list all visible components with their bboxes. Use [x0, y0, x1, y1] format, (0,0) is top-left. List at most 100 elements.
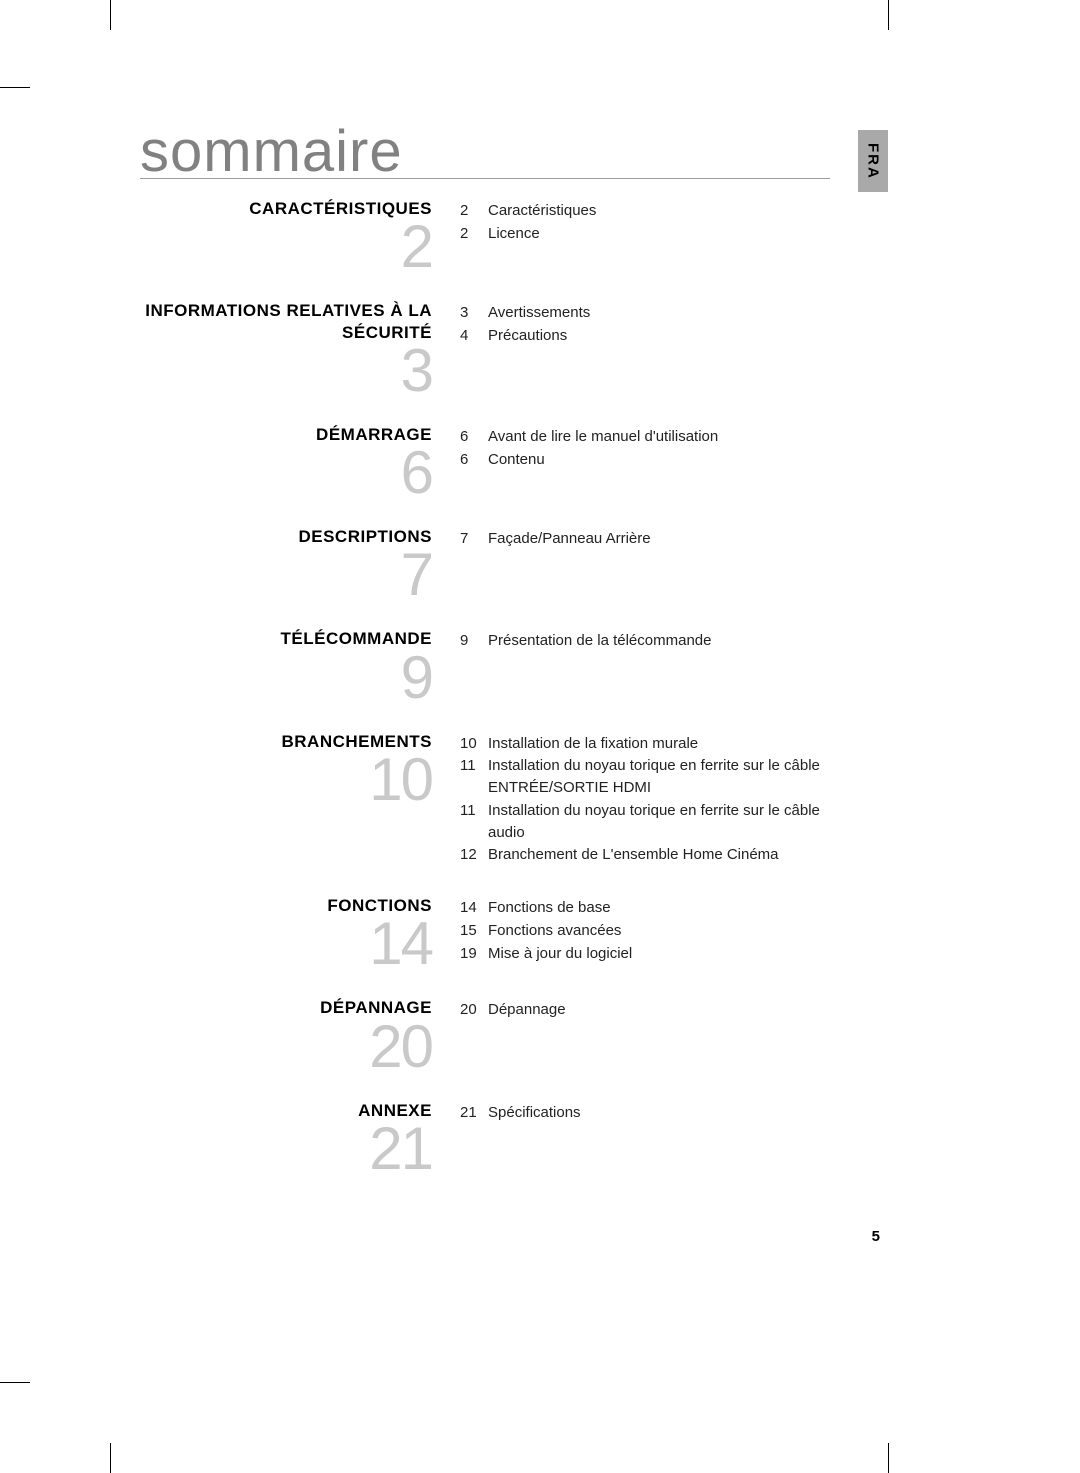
- section-entries: 20Dépannage: [460, 997, 860, 1022]
- section-entries: 14Fonctions de base15Fonctions avancées1…: [460, 895, 860, 965]
- page: FRA sommaire CARACTÉRISTIQUES22Caractéri…: [0, 0, 1080, 1473]
- section-title: DESCRIPTIONS: [140, 526, 432, 547]
- section-left: TÉLÉCOMMANDE 9: [140, 628, 460, 702]
- page-title: sommaire: [140, 118, 403, 185]
- entry-text: Présentation de la télécommande: [488, 630, 860, 652]
- toc-entry: 11Installation du noyau torique en ferri…: [460, 800, 860, 844]
- toc-entry: 3Avertissements: [460, 302, 860, 324]
- section-number: 10: [140, 754, 432, 805]
- toc-section: DÉMARRAGE66Avant de lire le manuel d'uti…: [140, 424, 860, 498]
- toc-section: INFORMATIONS RELATIVES À LA SÉCURITÉ33Av…: [140, 300, 860, 396]
- section-number: 14: [140, 918, 432, 969]
- section-left: FONCTIONS14: [140, 895, 460, 969]
- entry-page: 6: [460, 426, 488, 448]
- toc-entry: 4Précautions: [460, 325, 860, 347]
- section-entries: 10Installation de la fixation murale11In…: [460, 731, 860, 868]
- section-entries: 3Avertissements4Précautions: [460, 300, 860, 348]
- entry-page: 19: [460, 943, 488, 965]
- toc-section: DÉPANNAGE2020Dépannage: [140, 997, 860, 1071]
- section-title: TÉLÉCOMMANDE: [140, 628, 432, 649]
- section-title: INFORMATIONS RELATIVES À LA SÉCURITÉ: [140, 300, 432, 343]
- toc-entry: 9Présentation de la télécommande: [460, 630, 860, 652]
- toc-section: FONCTIONS1414Fonctions de base15Fonction…: [140, 895, 860, 969]
- toc-section: ANNEXE2121Spécifications: [140, 1100, 860, 1174]
- toc-entry: 21Spécifications: [460, 1102, 860, 1124]
- entry-page: 20: [460, 999, 488, 1021]
- section-title: CARACTÉRISTIQUES: [140, 198, 432, 219]
- section-number: 3: [140, 345, 432, 396]
- section-number: 2: [140, 221, 432, 272]
- entry-text: Fonctions avancées: [488, 920, 860, 942]
- entry-text: Mise à jour du logiciel: [488, 943, 860, 965]
- entry-page: 21: [460, 1102, 488, 1124]
- section-left: BRANCHEMENTS10: [140, 731, 460, 805]
- table-of-contents: CARACTÉRISTIQUES22Caractéristiques2Licen…: [140, 198, 860, 1202]
- crop-mark: [0, 87, 30, 88]
- crop-mark: [110, 1443, 111, 1473]
- section-left: CARACTÉRISTIQUES2: [140, 198, 460, 272]
- toc-entry: 14Fonctions de base: [460, 897, 860, 919]
- entry-page: 11: [460, 800, 488, 822]
- entry-text: Installation du noyau torique en ferrite…: [488, 755, 860, 799]
- section-title: DÉMARRAGE: [140, 424, 432, 445]
- entry-text: Façade/Panneau Arrière: [488, 528, 860, 550]
- toc-entry: 20Dépannage: [460, 999, 860, 1021]
- entry-text: Installation de la fixation murale: [488, 733, 860, 755]
- entry-page: 4: [460, 325, 488, 347]
- crop-mark: [110, 0, 111, 30]
- entry-page: 11: [460, 755, 488, 777]
- toc-entry: 12Branchement de L'ensemble Home Cinéma: [460, 844, 860, 866]
- entry-page: 6: [460, 449, 488, 471]
- toc-entry: 6Avant de lire le manuel d'utilisation: [460, 426, 860, 448]
- toc-section: DESCRIPTIONS77Façade/Panneau Arrière: [140, 526, 860, 600]
- section-entries: 6Avant de lire le manuel d'utilisation6C…: [460, 424, 860, 472]
- section-entries: 9Présentation de la télécommande: [460, 628, 860, 653]
- entry-page: 2: [460, 223, 488, 245]
- entry-text: Installation du noyau torique en ferrite…: [488, 800, 860, 844]
- crop-mark: [0, 1382, 30, 1383]
- section-number: 21: [140, 1123, 432, 1174]
- toc-section: BRANCHEMENTS1010Installation de la fixat…: [140, 731, 860, 868]
- entry-text: Caractéristiques: [488, 200, 860, 222]
- section-number: 20: [140, 1021, 432, 1072]
- section-number: 7: [140, 549, 432, 600]
- entry-page: 2: [460, 200, 488, 222]
- section-entries: 7Façade/Panneau Arrière: [460, 526, 860, 551]
- entry-text: Contenu: [488, 449, 860, 471]
- entry-text: Avertissements: [488, 302, 860, 324]
- entry-page: 10: [460, 733, 488, 755]
- section-left: DESCRIPTIONS7: [140, 526, 460, 600]
- entry-text: Précautions: [488, 325, 860, 347]
- crop-mark: [888, 0, 889, 30]
- section-left: DÉPANNAGE20: [140, 997, 460, 1071]
- section-entries: 2Caractéristiques2Licence: [460, 198, 860, 246]
- crop-mark: [888, 1443, 889, 1473]
- section-left: INFORMATIONS RELATIVES À LA SÉCURITÉ3: [140, 300, 460, 396]
- toc-section: TÉLÉCOMMANDE99Présentation de la télécom…: [140, 628, 860, 702]
- entry-page: 15: [460, 920, 488, 942]
- language-label: FRA: [865, 143, 882, 180]
- section-number: 6: [140, 447, 432, 498]
- toc-section: CARACTÉRISTIQUES22Caractéristiques2Licen…: [140, 198, 860, 272]
- section-number: 9: [140, 652, 432, 703]
- toc-entry: 6Contenu: [460, 449, 860, 471]
- toc-entry: 15Fonctions avancées: [460, 920, 860, 942]
- toc-entry: 11Installation du noyau torique en ferri…: [460, 755, 860, 799]
- entry-text: Fonctions de base: [488, 897, 860, 919]
- entry-page: 12: [460, 844, 488, 866]
- entry-page: 14: [460, 897, 488, 919]
- entry-text: Avant de lire le manuel d'utilisation: [488, 426, 860, 448]
- page-number: 5: [872, 1228, 880, 1245]
- section-entries: 21Spécifications: [460, 1100, 860, 1125]
- toc-entry: 7Façade/Panneau Arrière: [460, 528, 860, 550]
- language-tab: FRA: [858, 130, 888, 192]
- title-underline: [140, 178, 830, 179]
- toc-entry: 10Installation de la fixation murale: [460, 733, 860, 755]
- section-left: ANNEXE21: [140, 1100, 460, 1174]
- section-left: DÉMARRAGE6: [140, 424, 460, 498]
- toc-entry: 2Caractéristiques: [460, 200, 860, 222]
- entry-page: 9: [460, 630, 488, 652]
- entry-page: 7: [460, 528, 488, 550]
- entry-text: Branchement de L'ensemble Home Cinéma: [488, 844, 860, 866]
- entry-text: Dépannage: [488, 999, 860, 1021]
